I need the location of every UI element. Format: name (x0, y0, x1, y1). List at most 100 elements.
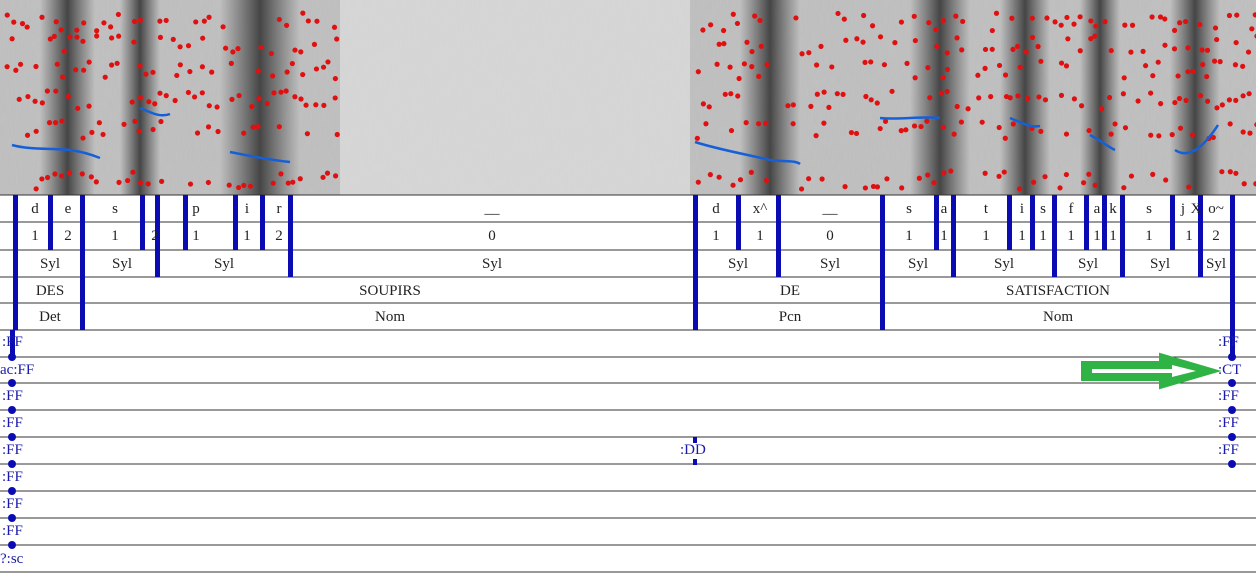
phoneme-label[interactable]: j (1180, 201, 1186, 217)
length-label[interactable]: 1 (1145, 228, 1153, 244)
mark-label[interactable]: :FF (2, 334, 23, 350)
syllable-label[interactable]: Syl (993, 256, 1015, 272)
segment-boundary[interactable] (1052, 195, 1057, 277)
segment-boundary[interactable] (13, 195, 18, 330)
length-label[interactable]: 1 (940, 228, 948, 244)
segment-boundary[interactable] (80, 195, 85, 330)
segment-boundary[interactable] (1170, 195, 1175, 250)
syllable-label[interactable]: Syl (39, 256, 61, 272)
syllable-label[interactable]: Syl (481, 256, 503, 272)
segment-boundary[interactable] (880, 195, 885, 330)
phoneme-label[interactable]: i (1019, 201, 1025, 217)
phoneme-label[interactable]: d (31, 201, 39, 217)
segment-boundary[interactable] (288, 195, 293, 277)
mark-label[interactable]: :FF (2, 523, 23, 539)
length-label[interactable]: 1 (243, 228, 251, 244)
length-label[interactable]: 2 (151, 228, 159, 244)
word-label[interactable]: DES (35, 283, 65, 299)
phoneme-label[interactable]: a (1093, 201, 1101, 217)
mark-label[interactable]: :FF (2, 469, 23, 485)
phoneme-label[interactable]: r (276, 201, 282, 217)
segment-boundary[interactable] (1030, 195, 1035, 250)
phoneme-label[interactable]: i (244, 201, 250, 217)
word-label[interactable]: SOUPIRS (359, 283, 421, 299)
mark-label[interactable]: :FF (2, 388, 23, 404)
segment-boundary[interactable] (233, 195, 238, 250)
syllable-label[interactable]: Syl (213, 256, 235, 272)
segment-boundary[interactable] (260, 195, 265, 250)
phoneme-label[interactable]: p (192, 201, 200, 217)
length-label[interactable]: 0 (826, 228, 834, 244)
mark-label[interactable]: :CT (1218, 362, 1242, 378)
length-label[interactable]: 1 (712, 228, 720, 244)
length-label[interactable]: 2 (1212, 228, 1220, 244)
segment-boundary[interactable] (1198, 195, 1203, 277)
length-label[interactable]: 1 (1067, 228, 1075, 244)
length-label[interactable]: 1 (111, 228, 119, 244)
phoneme-label[interactable]: s (906, 201, 912, 217)
segment-boundary[interactable] (155, 195, 160, 277)
syllable-label[interactable]: Syl (727, 256, 749, 272)
mark-label[interactable]: :FF (1218, 442, 1239, 458)
mark-label[interactable]: ac:FF (0, 362, 35, 378)
segment-boundary[interactable] (1120, 195, 1125, 277)
pos-label[interactable]: Pcn (778, 309, 802, 325)
length-label[interactable]: 1 (1109, 228, 1117, 244)
mark-label[interactable]: :DD (680, 442, 706, 458)
phoneme-label[interactable]: s (112, 201, 118, 217)
length-label[interactable]: 1 (1018, 228, 1026, 244)
phoneme-label[interactable]: t (983, 201, 989, 217)
length-label[interactable]: 1 (1185, 228, 1193, 244)
length-label[interactable]: 1 (756, 228, 764, 244)
syllable-label[interactable]: Syl (1149, 256, 1171, 272)
phoneme-label[interactable]: s (1146, 201, 1152, 217)
phoneme-label[interactable]: x^ (752, 201, 768, 217)
segment-boundary[interactable] (140, 195, 145, 250)
mark-label[interactable]: ?:sc (0, 551, 24, 567)
mark-label[interactable]: :FF (2, 442, 23, 458)
length-label[interactable]: 2 (64, 228, 72, 244)
phoneme-label[interactable]: __ (822, 201, 838, 217)
phoneme-label[interactable]: k (1109, 201, 1117, 217)
length-label[interactable]: 1 (192, 228, 200, 244)
syllable-label[interactable]: Syl (1077, 256, 1099, 272)
word-label[interactable]: SATISFACTION (1006, 283, 1110, 299)
phoneme-label[interactable]: d (712, 201, 720, 217)
length-label[interactable]: 1 (982, 228, 990, 244)
word-label[interactable]: DE (780, 283, 800, 299)
segment-boundary[interactable] (1007, 195, 1012, 250)
segment-boundary[interactable] (1102, 195, 1107, 250)
phoneme-label[interactable]: X (1190, 201, 1202, 217)
phoneme-label[interactable]: o~ (1208, 201, 1224, 217)
segment-boundary[interactable] (693, 195, 698, 330)
syllable-label[interactable]: Syl (819, 256, 841, 272)
phoneme-label[interactable]: f (1068, 201, 1074, 217)
mark-label[interactable]: :FF (2, 496, 23, 512)
mark-label[interactable]: :FF (1218, 415, 1239, 431)
phoneme-label[interactable]: a (940, 201, 948, 217)
segment-boundary[interactable] (934, 195, 939, 250)
syllable-label[interactable]: Syl (111, 256, 133, 272)
segment-boundary[interactable] (1084, 195, 1089, 250)
length-label[interactable]: 0 (488, 228, 496, 244)
syllable-label[interactable]: Syl (1205, 256, 1227, 272)
segment-boundary[interactable] (776, 195, 781, 277)
phoneme-label[interactable]: e (64, 201, 72, 217)
mark-label[interactable]: :FF (1218, 334, 1239, 350)
phoneme-label[interactable]: __ (484, 201, 500, 217)
syllable-label[interactable]: Syl (907, 256, 929, 272)
segment-boundary[interactable] (183, 195, 188, 250)
segment-boundary[interactable] (48, 195, 53, 250)
pos-label[interactable]: Det (39, 309, 61, 325)
length-label[interactable]: 1 (905, 228, 913, 244)
length-label[interactable]: 1 (31, 228, 39, 244)
segment-boundary[interactable] (1230, 195, 1235, 330)
length-label[interactable]: 1 (1039, 228, 1047, 244)
mark-label[interactable]: :FF (1218, 388, 1239, 404)
pos-label[interactable]: Nom (375, 309, 405, 325)
mark-label[interactable]: :FF (2, 415, 23, 431)
phoneme-label[interactable]: s (1040, 201, 1046, 217)
segment-boundary[interactable] (736, 195, 741, 250)
length-label[interactable]: 2 (275, 228, 283, 244)
pos-label[interactable]: Nom (1043, 309, 1073, 325)
